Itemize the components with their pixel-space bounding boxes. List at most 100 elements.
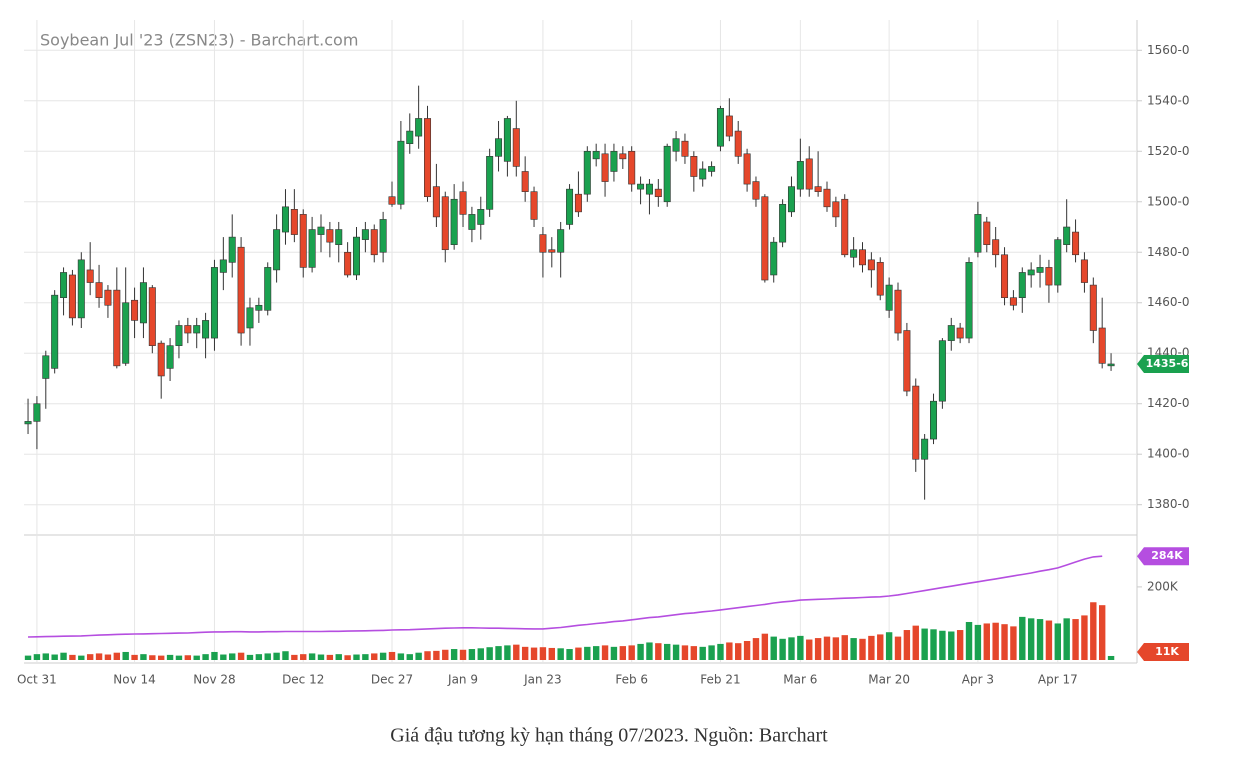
x-tick-label: Mar 20 <box>868 673 910 687</box>
candle-body <box>24 421 32 425</box>
volume-bar <box>237 652 245 660</box>
volume-bar <box>397 653 405 660</box>
volume-bar <box>681 645 689 660</box>
volume-bar <box>1098 605 1106 660</box>
candle-body <box>131 299 139 321</box>
volume-bar <box>229 653 236 660</box>
volume-bar <box>95 653 103 660</box>
candle-body <box>290 209 298 235</box>
caption: Giá đậu tương kỳ hạn tháng 07/2023. Nguồ… <box>390 725 828 747</box>
open-interest-line <box>27 555 1103 638</box>
candle-body <box>335 229 343 245</box>
candle-body <box>779 203 787 243</box>
volume-bar <box>956 630 964 660</box>
y-tick-label: 1500-0 <box>1147 194 1190 208</box>
candle-body <box>424 118 432 198</box>
volume-bar <box>788 637 795 660</box>
volume-bar <box>850 638 857 660</box>
volume-bar <box>1090 602 1097 660</box>
candle-body <box>512 128 520 167</box>
candle-body <box>619 153 627 160</box>
volume-bar <box>672 644 680 660</box>
candle-body <box>761 196 769 281</box>
candle-body <box>885 284 893 311</box>
candle-body <box>583 150 591 195</box>
candle-body <box>938 340 946 402</box>
candle-body <box>992 239 1000 256</box>
y-tick-label: 1460-0 <box>1147 295 1190 309</box>
candle-body <box>273 229 281 271</box>
volume-bar <box>841 635 848 660</box>
volume-bar <box>264 653 271 660</box>
volume-bar <box>362 654 369 660</box>
candle-body <box>566 188 574 225</box>
candle-body <box>95 282 103 298</box>
volume-bar <box>575 647 582 660</box>
volume-bar <box>1019 616 1026 660</box>
candle-body <box>459 191 467 215</box>
volume-bar <box>726 642 733 660</box>
volume-bar <box>282 651 289 660</box>
volume-bar <box>743 640 751 660</box>
volume-bar <box>983 623 990 660</box>
candle-body <box>415 118 423 137</box>
candle-body <box>1054 239 1062 286</box>
x-tick-label: Nov 14 <box>113 673 156 687</box>
candle-body <box>157 342 165 377</box>
candle-body <box>699 168 707 180</box>
volume-bar <box>1072 619 1079 660</box>
candle-body <box>361 229 369 240</box>
candle-body <box>352 236 360 276</box>
candle-body <box>814 186 822 192</box>
candle-body <box>184 325 192 334</box>
candle-body <box>1009 297 1017 306</box>
volume-bar <box>1063 618 1070 660</box>
volume-bar <box>149 655 156 660</box>
candle-body <box>450 198 458 245</box>
candle-body <box>219 259 227 273</box>
candle-body <box>255 304 263 311</box>
volume-bar <box>539 647 547 660</box>
x-tick-label: Feb 21 <box>700 673 740 687</box>
volume-bar <box>761 633 769 660</box>
volume-bar <box>353 654 360 660</box>
volume-bar <box>717 643 724 660</box>
volume-flag <box>1137 643 1189 661</box>
volume-bar <box>317 654 325 660</box>
candle-body <box>406 130 414 145</box>
last-price-flag <box>1137 354 1189 373</box>
candle-body <box>716 108 724 147</box>
candle-body <box>690 156 698 177</box>
candle-body <box>921 438 929 460</box>
x-tick-label: Dec 27 <box>371 673 413 687</box>
volume-bar <box>903 630 911 660</box>
candle-body <box>1045 267 1053 286</box>
x-tick-label: Mar 6 <box>783 673 817 687</box>
volume-bar <box>921 628 928 660</box>
candle-body <box>122 302 130 364</box>
candle-body <box>432 186 440 218</box>
candle-body <box>681 140 689 157</box>
volume-bar <box>1001 624 1008 660</box>
candle-body <box>33 403 41 422</box>
volume-bar <box>806 639 813 660</box>
volume-bar <box>877 634 884 660</box>
candle-body <box>397 140 405 205</box>
volume-bar <box>486 647 493 660</box>
volume-bar <box>992 622 999 660</box>
y-tick-label: 1400-0 <box>1147 447 1190 461</box>
x-tick-label: Oct 31 <box>17 673 57 687</box>
volume-bar <box>655 643 662 660</box>
candle-body <box>1107 363 1115 367</box>
x-tick-label: Apr 3 <box>962 673 994 687</box>
candle-body <box>539 234 547 253</box>
volume-bar <box>415 652 422 660</box>
volume-bar <box>814 638 822 660</box>
volume-bar <box>868 635 875 660</box>
volume-bar <box>122 651 129 660</box>
volume-bar <box>859 638 866 660</box>
candle-body <box>317 226 325 235</box>
volume-bar <box>424 651 431 660</box>
volume-bar <box>450 649 458 660</box>
volume-bar <box>388 651 396 660</box>
